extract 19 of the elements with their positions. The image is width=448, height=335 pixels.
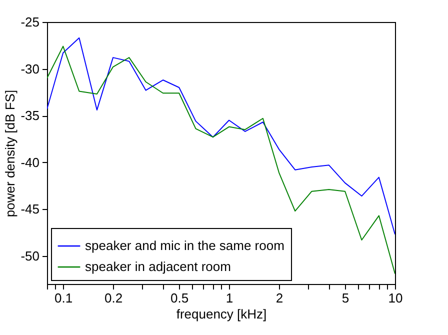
legend-label: speaker in adjacent room [85, 259, 231, 274]
line-series [47, 37, 395, 235]
legend-label: speaker and mic in the same room [85, 238, 284, 253]
y-tick-label: -35 [20, 108, 40, 124]
line-series [47, 46, 395, 274]
y-tick-label: -30 [20, 61, 40, 76]
y-tick-label: -45 [20, 202, 40, 217]
x-tick-label: 0.1 [54, 290, 73, 306]
x-tick-label: 5 [342, 290, 350, 306]
y-tick-label: -50 [20, 248, 40, 264]
x-tick-label: 1 [226, 290, 234, 306]
y-axis-title: power density [dB FS] [2, 90, 18, 218]
y-tick-label: -40 [20, 154, 40, 170]
x-tick-label: 10 [388, 290, 403, 306]
x-tick-label: 2 [276, 290, 284, 306]
x-tick-label: 0.2 [104, 290, 123, 306]
x-axis-title: frequency [kHz] [176, 306, 267, 322]
x-tick-label: 0.5 [170, 290, 189, 306]
y-tick-label: -25 [20, 14, 40, 30]
